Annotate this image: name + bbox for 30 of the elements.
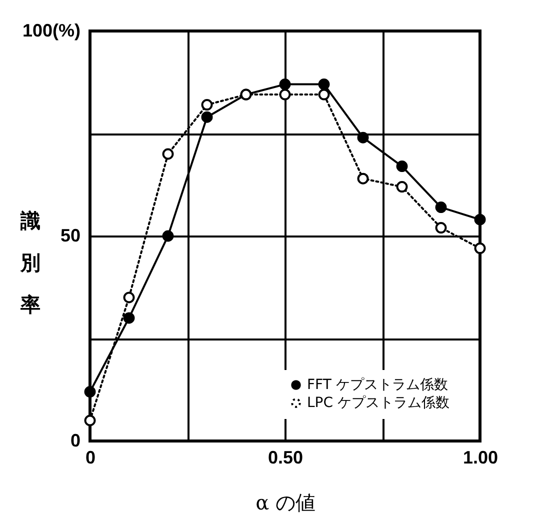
point bbox=[279, 88, 291, 100]
point bbox=[357, 132, 369, 144]
legend-label: FFT ケプストラム係数 bbox=[307, 377, 448, 393]
y-axis-title: 識別率 bbox=[20, 208, 40, 316]
point bbox=[396, 160, 408, 172]
point bbox=[162, 230, 174, 242]
point bbox=[84, 386, 96, 398]
point bbox=[396, 181, 408, 193]
point bbox=[162, 148, 174, 160]
legend-label: LPC ケプストラム係数 bbox=[307, 395, 450, 411]
x-axis-title: α の値 bbox=[256, 490, 316, 514]
point bbox=[201, 99, 213, 111]
point bbox=[435, 222, 447, 234]
x-tick-label: 0 bbox=[85, 448, 96, 468]
point bbox=[84, 414, 96, 426]
y-tick-label: 0 bbox=[70, 430, 80, 450]
point bbox=[357, 172, 369, 184]
y-tick-label: 50 bbox=[60, 226, 80, 246]
point bbox=[279, 78, 291, 90]
point bbox=[474, 242, 486, 254]
point bbox=[201, 111, 213, 123]
point bbox=[123, 292, 135, 304]
y-tick-label: 100(%) bbox=[22, 20, 80, 40]
x-tick-label: 1.00 bbox=[462, 448, 498, 468]
point bbox=[318, 88, 330, 100]
point bbox=[318, 78, 330, 90]
x-tick-label: 0.50 bbox=[268, 448, 304, 468]
point bbox=[474, 214, 486, 226]
point bbox=[435, 202, 447, 214]
point bbox=[123, 312, 135, 324]
